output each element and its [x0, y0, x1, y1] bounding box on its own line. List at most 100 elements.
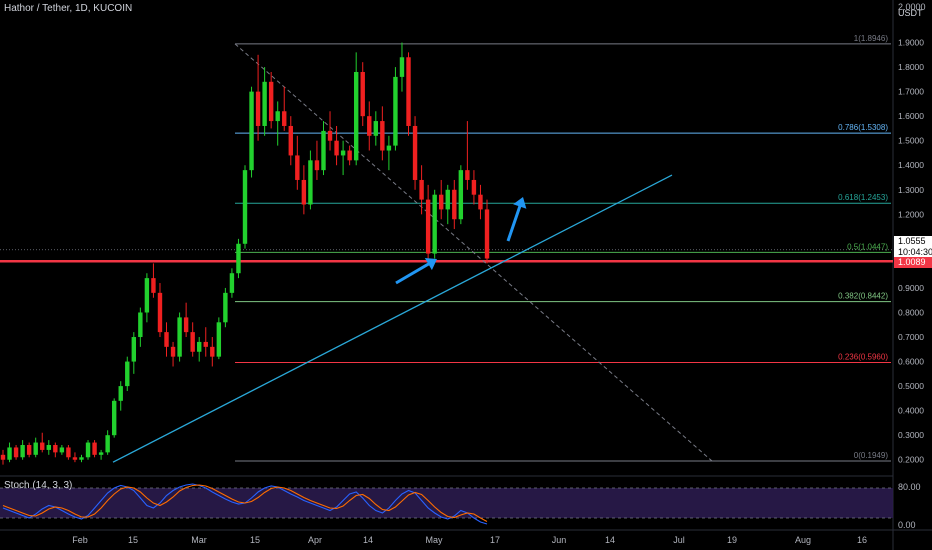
candle-body — [131, 337, 137, 362]
candle-body — [157, 292, 163, 333]
y-tick-label: 0.6000 — [898, 357, 924, 367]
y-tick-label: 0.2000 — [898, 455, 924, 465]
candle-body — [399, 57, 405, 77]
ascending-trendline — [112, 174, 673, 463]
candle-body — [308, 160, 313, 205]
y-tick-label: 0.7000 — [898, 332, 924, 342]
candle-body — [118, 386, 123, 401]
blue-arrow-left — [395, 258, 437, 285]
candle-body — [262, 81, 267, 126]
stoch-indicator-label: Stoch (14, 3, 3) — [4, 480, 73, 491]
fib-level-label: 0(0.1949) — [854, 451, 889, 460]
x-tick-label: 16 — [857, 535, 867, 545]
candle-body — [367, 116, 372, 136]
blue-arrow-right — [506, 197, 527, 242]
currency-unit-label: USDT — [898, 8, 923, 18]
candle-body — [393, 76, 398, 146]
candle-body — [360, 71, 365, 117]
candle-body — [183, 317, 189, 333]
x-tick-label: Aug — [795, 535, 811, 545]
candle-body — [223, 292, 228, 323]
candle-body — [275, 111, 280, 122]
candle-body — [190, 332, 195, 352]
candle-body — [406, 57, 411, 126]
candle-body — [138, 312, 143, 338]
candle-body — [373, 121, 379, 136]
candle-body — [53, 445, 58, 453]
y-tick-label: 1.9000 — [898, 38, 924, 48]
candle-body — [144, 278, 150, 313]
candle-body — [92, 442, 97, 455]
candle-body — [288, 125, 293, 156]
y-tick-label: 0.9000 — [898, 283, 924, 293]
candle-body — [236, 243, 241, 274]
line-price-tag: 1.0089 — [894, 257, 932, 268]
countdown-tag: 10:04:30 — [894, 247, 932, 258]
candle-body — [105, 435, 110, 453]
x-tick-label: Jul — [673, 535, 685, 545]
fib-level-label: 0.5(1.0447) — [847, 242, 888, 251]
x-tick-label: 15 — [128, 535, 138, 545]
candle-body — [13, 447, 19, 458]
stoch-d-line — [2, 484, 488, 522]
x-tick-label: 17 — [490, 535, 500, 545]
y-tick-label: 1.7000 — [898, 87, 924, 97]
candle-body — [301, 179, 307, 205]
candle-body — [282, 111, 287, 126]
y-tick-label: 1.6000 — [898, 111, 924, 121]
candle-body — [249, 91, 254, 171]
candle-body — [268, 81, 274, 122]
candle-body — [203, 341, 208, 347]
candle-body — [170, 346, 176, 357]
candle-body — [478, 194, 483, 210]
y-tick-label: 0.8000 — [898, 307, 924, 317]
y-tick-label: 1.4000 — [898, 160, 924, 170]
fib-trend-dashed-line — [234, 43, 713, 462]
stoch-upper-label: 80.00 — [898, 482, 921, 492]
candle-body — [295, 155, 300, 180]
candle-body — [59, 447, 65, 453]
x-tick-label: 15 — [250, 535, 260, 545]
candle-body — [327, 130, 333, 141]
candle-body — [210, 346, 215, 357]
candle-body — [177, 317, 182, 357]
y-tick-label: 1.2000 — [898, 209, 924, 219]
symbol-title: Hathor / Tether, 1D, KUCOIN — [4, 3, 133, 14]
fib-level-label: 0.236(0.5960) — [838, 353, 888, 362]
x-tick-label: 19 — [727, 535, 737, 545]
y-tick-label: 0.3000 — [898, 430, 924, 440]
candle-body — [445, 189, 450, 210]
candle-body — [46, 445, 51, 450]
stoch-lower-label: 0.00 — [898, 520, 916, 530]
candle-body — [151, 278, 156, 293]
candle-body — [26, 445, 32, 455]
y-tick-label: 1.3000 — [898, 185, 924, 195]
candle-body — [216, 322, 222, 357]
candle-body — [20, 445, 25, 458]
candle-body — [380, 121, 385, 151]
candle-body — [321, 130, 326, 171]
candle-body — [425, 199, 431, 254]
candle-body — [484, 209, 490, 259]
candle-body — [432, 194, 437, 254]
currency-top-label: 2.0000 — [898, 2, 926, 12]
candle-body — [242, 170, 248, 244]
x-tick-label: Feb — [72, 535, 88, 545]
y-tick-label: 1.5000 — [898, 136, 924, 146]
candle-body — [111, 400, 117, 436]
candle-body — [386, 145, 392, 151]
candle-body — [452, 189, 457, 220]
x-tick-label: 14 — [605, 535, 615, 545]
y-tick-label: 1.8000 — [898, 62, 924, 72]
candle-body — [353, 71, 359, 161]
fib-level-label: 0.382(0.8442) — [838, 292, 888, 301]
candle-body — [40, 442, 45, 450]
candle-body — [465, 170, 470, 180]
candle-body — [347, 150, 352, 161]
candle-body — [458, 170, 464, 220]
candle-body — [7, 447, 12, 460]
candle-body — [66, 447, 71, 458]
candle-body — [255, 91, 261, 126]
candle-body — [419, 179, 424, 200]
candle-body — [471, 179, 477, 195]
